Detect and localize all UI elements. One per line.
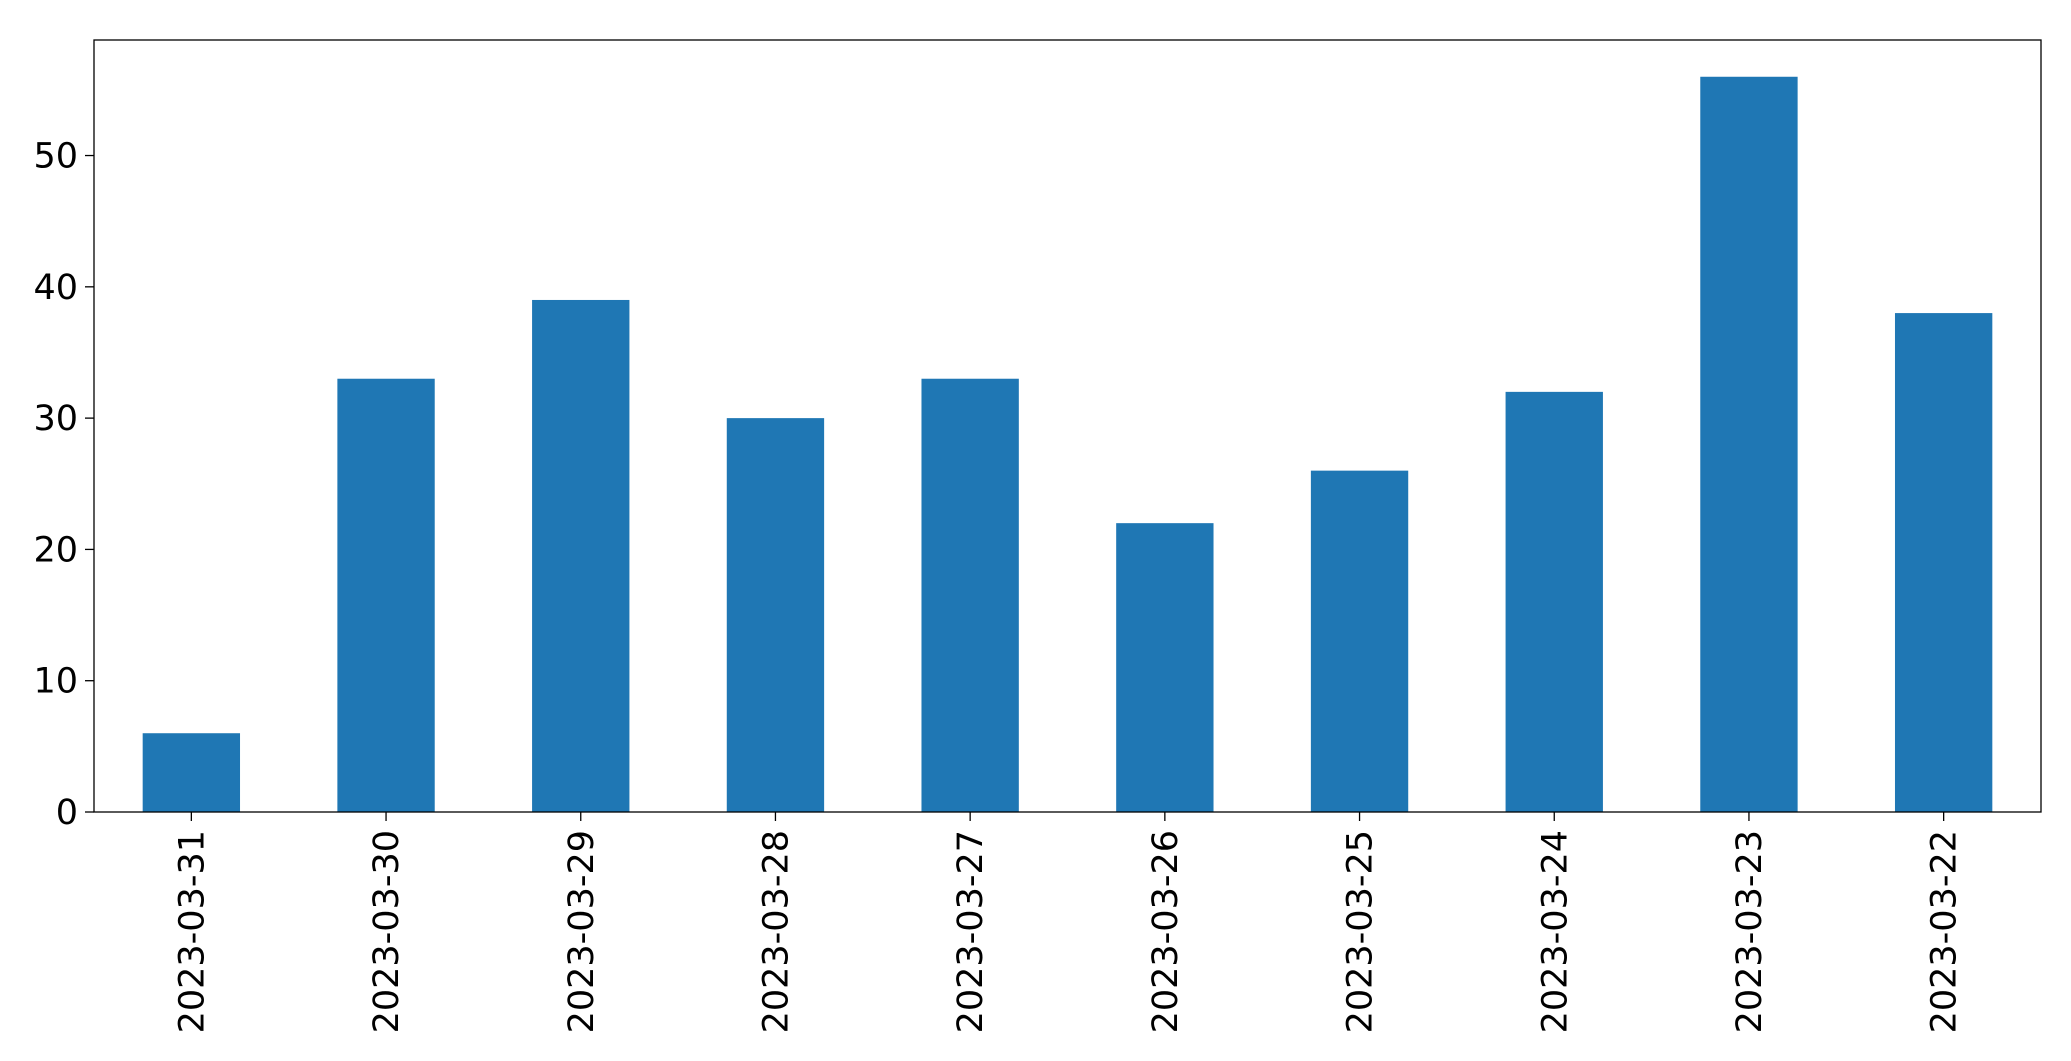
- x-tick-label: 2023-03-26: [1146, 830, 1186, 1033]
- bar: [1505, 391, 1603, 812]
- bar: [726, 418, 825, 812]
- x-tick-label: 2023-03-29: [562, 830, 602, 1033]
- bar: [1310, 470, 1409, 812]
- plot-frame: [93, 39, 2042, 813]
- y-tick-label: 30: [33, 399, 78, 439]
- bar: [1894, 313, 1993, 812]
- x-tick-label: 2023-03-31: [172, 830, 212, 1033]
- y-tick-label: 40: [33, 268, 78, 308]
- x-tick-label: 2023-03-23: [1730, 830, 1770, 1033]
- bar: [142, 733, 241, 812]
- y-tick-label: 50: [33, 137, 78, 177]
- y-tick-label: 20: [33, 530, 78, 570]
- x-tick-label: 2023-03-30: [367, 830, 407, 1033]
- x-tick-label: 2023-03-28: [756, 830, 796, 1033]
- x-tick-label: 2023-03-25: [1341, 830, 1381, 1033]
- bar: [1116, 523, 1214, 812]
- bar: [337, 378, 435, 812]
- x-tick-label: 2023-03-24: [1535, 830, 1575, 1033]
- bar: [921, 378, 1019, 812]
- x-tick-label: 2023-03-22: [1925, 830, 1965, 1033]
- bar: [1700, 76, 1798, 812]
- bar: [532, 299, 630, 812]
- y-tick-label: 10: [33, 662, 78, 702]
- y-tick-label: 0: [56, 793, 78, 833]
- x-tick-label: 2023-03-27: [951, 830, 991, 1033]
